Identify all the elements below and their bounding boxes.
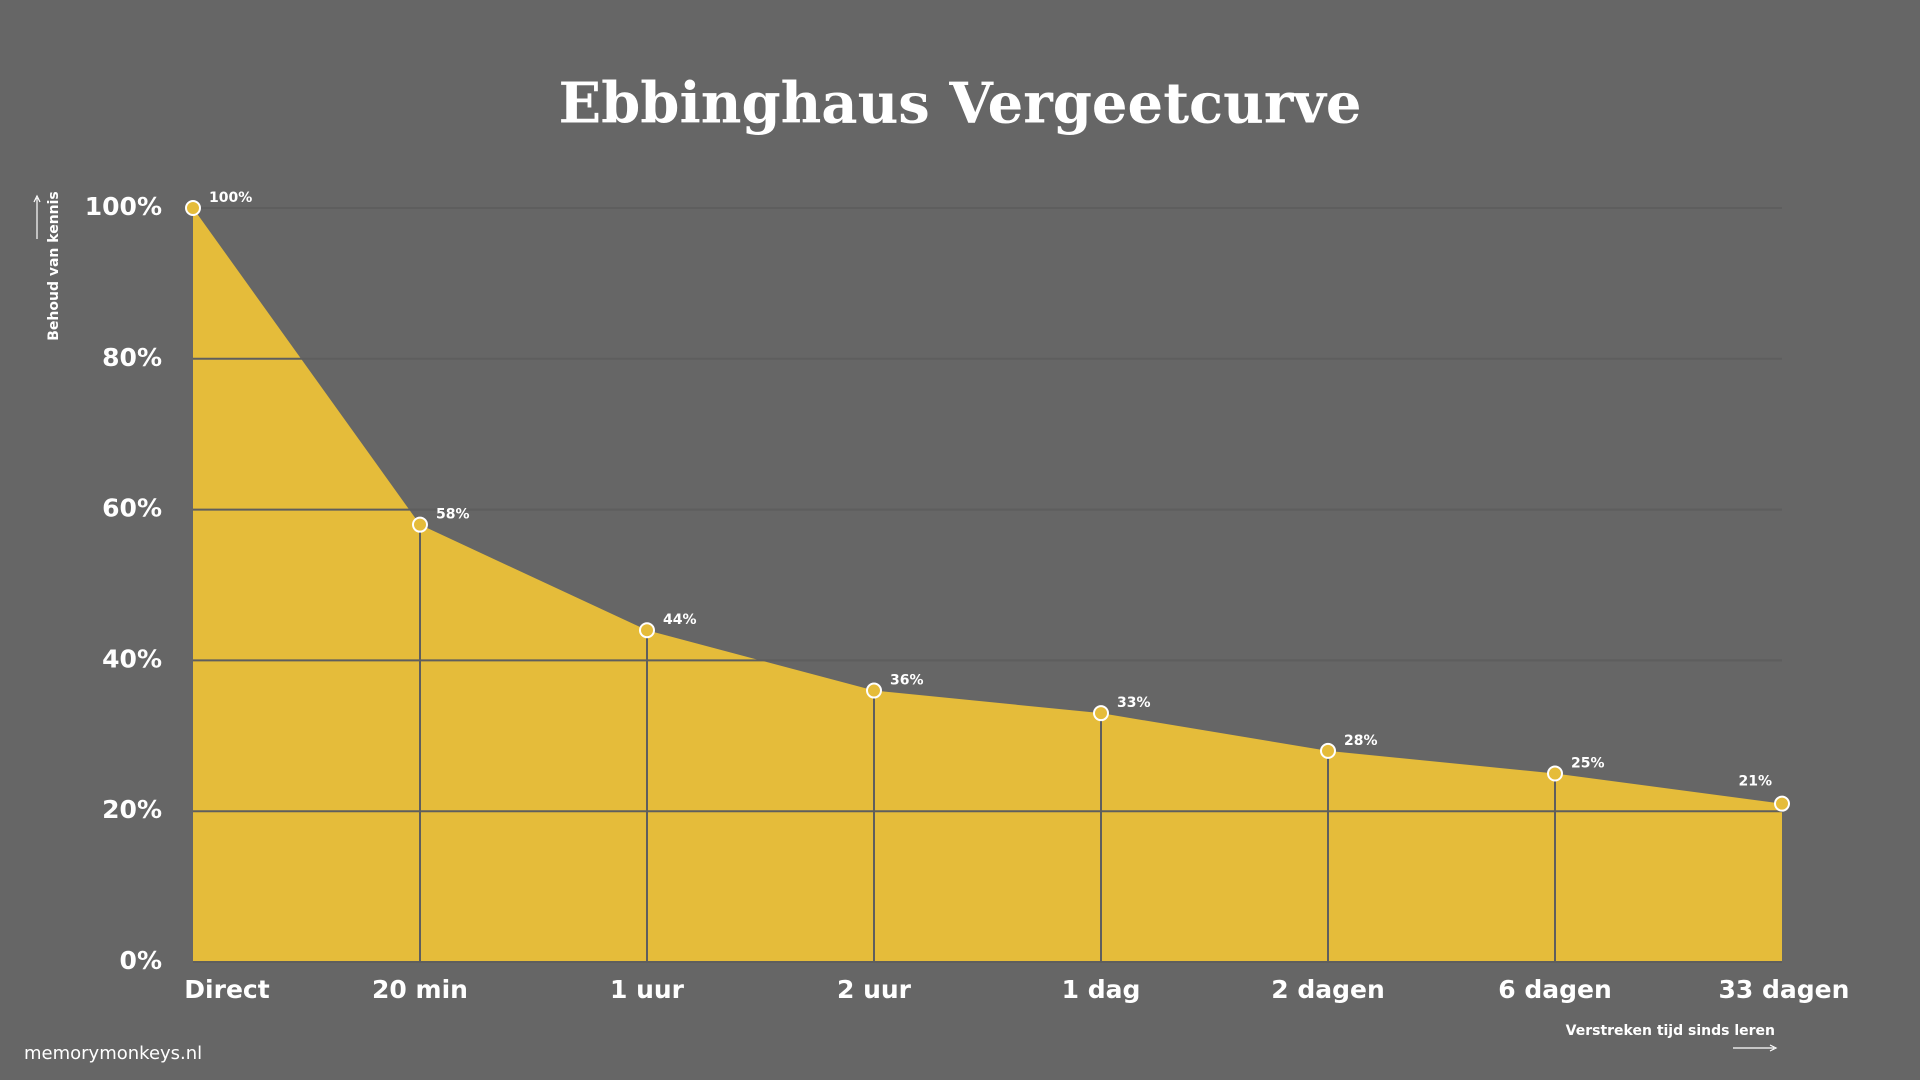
x-axis-arrowhead <box>1769 1044 1778 1052</box>
x-tick-label: 2 dagen <box>1271 975 1385 1004</box>
x-tick-label: 33 dagen <box>1719 975 1850 1004</box>
y-tick-label: 20% <box>102 795 162 824</box>
data-label: 44% <box>663 612 697 628</box>
data-label: 21% <box>1738 774 1772 790</box>
y-axis-label: Behoud van kennis <box>46 191 62 341</box>
data-label: 100% <box>209 190 252 206</box>
x-tick-label: Direct <box>184 975 269 1004</box>
y-tick-label: 0% <box>120 946 162 975</box>
area <box>193 208 1782 962</box>
data-point <box>1547 765 1563 782</box>
y-tick-label: 80% <box>102 343 162 372</box>
x-tick-label: 1 uur <box>610 975 685 1004</box>
data-point <box>412 516 428 533</box>
y-axis-arrowhead <box>33 194 41 203</box>
x-tick-label: 20 min <box>372 975 468 1004</box>
y-tick-label: 40% <box>102 644 162 673</box>
x-tick-label: 2 uur <box>837 975 912 1004</box>
source: memorymonkeys.nl <box>24 1043 202 1064</box>
data-label: 58% <box>436 507 470 523</box>
data-point <box>639 622 655 639</box>
data-label: 28% <box>1344 733 1378 749</box>
y-tick-label: 60% <box>102 494 162 523</box>
data-label: 33% <box>1117 695 1151 711</box>
data-point <box>1093 705 1109 722</box>
data-point <box>866 682 882 699</box>
x-axis-label: Verstreken tijd sinds leren <box>1566 1023 1775 1039</box>
data-point <box>185 200 201 216</box>
y-tick-label: 100% <box>85 192 162 221</box>
x-tick-label: 1 dag <box>1062 975 1141 1004</box>
chart-title: Ebbinghaus Vergeetcurve <box>558 71 1361 137</box>
plot-area: 0% 20% 40% 60% 80% 100% 100% Direct 58% 20 min 44%… <box>85 190 1850 1004</box>
data-point <box>1774 795 1790 812</box>
x-tick-label: 6 dagen <box>1498 975 1612 1004</box>
data-point <box>1320 742 1336 759</box>
data-label: 25% <box>1571 756 1605 772</box>
data-label: 36% <box>890 673 924 689</box>
